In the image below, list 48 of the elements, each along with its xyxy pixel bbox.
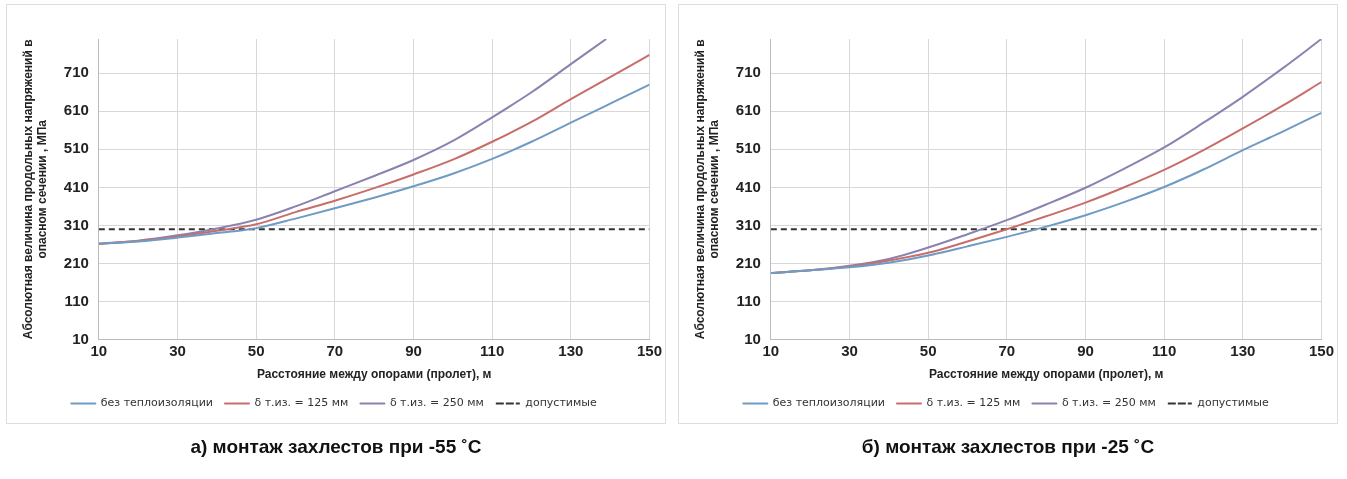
x-tick-label: 150 <box>636 341 662 359</box>
legend-label: δ т.из. = 125 мм <box>926 396 1021 410</box>
y-tick-label: 410 <box>63 177 89 195</box>
y-tick-label: 10 <box>744 329 761 347</box>
x-tick-label: 30 <box>169 341 186 359</box>
x-tick-label: 130 <box>1230 341 1256 359</box>
legend-label: допустимые <box>1197 396 1269 410</box>
y-tick-label: 310 <box>735 215 761 233</box>
line-series <box>98 83 650 245</box>
x-tick-label: 70 <box>326 341 344 359</box>
text: б) монтаж захлестов при -25 ˚C <box>860 436 1156 458</box>
y-axis-title: Абсолютная величина продольных напряжений в опасном сечении , МПа <box>692 39 721 340</box>
y-tick-label: 110 <box>736 291 761 309</box>
y-tick-label: 210 <box>63 253 89 271</box>
x-tick-label: 70 <box>998 341 1016 359</box>
x-tick-label: 30 <box>841 341 858 359</box>
x-axis-title: Расстояние между опорами (пролет), м <box>928 367 1164 382</box>
x-tick-label: 110 <box>480 341 505 359</box>
y-tick-label: 610 <box>735 101 761 119</box>
legend-label: без теплоизоляции <box>100 396 213 410</box>
x-tick-label: 10 <box>762 341 780 359</box>
legend-label: без теплоизоляции <box>772 396 885 410</box>
y-tick-label: 210 <box>735 253 761 271</box>
x-tick-label: 90 <box>1077 341 1094 359</box>
x-tick-label: 50 <box>247 341 265 359</box>
x-tick-label: 50 <box>919 341 937 359</box>
x-tick-label: 130 <box>558 341 584 359</box>
legend-label: δ т.из. = 250 мм <box>389 396 484 410</box>
y-tick-label: 410 <box>735 177 761 195</box>
y-tick-label: 510 <box>63 139 89 157</box>
x-axis-title: Расстояние между опорами (пролет), м <box>256 367 492 382</box>
x-tick-label: 10 <box>90 341 108 359</box>
x-tick-label: 90 <box>405 341 422 359</box>
text: а) монтаж захлестов при -55 ˚C <box>189 436 483 458</box>
legend-label: δ т.из. = 125 мм <box>254 396 349 410</box>
x-tick-label: 150 <box>1308 341 1334 359</box>
legend-label: допустимые <box>525 396 597 410</box>
y-tick-label: 510 <box>735 139 761 157</box>
y-tick-label: 110 <box>64 291 89 309</box>
y-tick-label: 310 <box>63 215 89 233</box>
legend-label: δ т.из. = 250 мм <box>1061 396 1156 410</box>
line-series <box>770 111 1322 275</box>
y-tick-label: 710 <box>63 63 89 81</box>
y-tick-label: 710 <box>735 63 761 81</box>
y-tick-label: 610 <box>63 101 89 119</box>
y-axis-title: Абсолютная величина продольных напряжений в опасном сечении , МПа <box>20 39 49 340</box>
y-tick-label: 10 <box>72 329 89 347</box>
x-tick-label: 110 <box>1152 341 1177 359</box>
